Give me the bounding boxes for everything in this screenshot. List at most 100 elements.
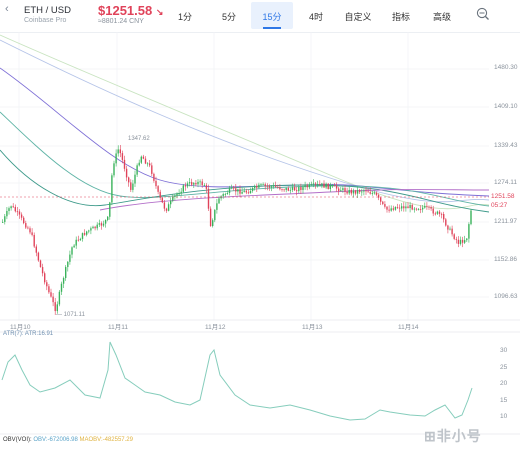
chart-grid — [0, 32, 489, 320]
chevron-left-icon[interactable]: ‹ — [5, 3, 9, 15]
candle-body — [369, 192, 371, 194]
candle-body — [184, 185, 187, 187]
obv-indicator-label: OBV(VOI): OBV:-672006.98 MAOBV:-482557.2… — [3, 437, 133, 443]
candle-body — [321, 183, 323, 185]
candle-body — [348, 189, 350, 194]
atr-tick: 15 — [500, 397, 508, 404]
maobv-value: MAOBV:-482557.29 — [79, 437, 133, 443]
candle-body — [191, 182, 193, 185]
moving-average-line — [0, 149, 490, 213]
candle-body — [48, 286, 50, 293]
candle-body — [310, 184, 313, 185]
settings-icon[interactable] — [476, 7, 490, 21]
candle-body — [344, 188, 346, 192]
tab-indicators[interactable]: 指标 — [391, 12, 410, 22]
candle-body — [367, 191, 369, 193]
candle-body — [140, 156, 142, 163]
candle-body — [438, 211, 441, 214]
candle-body — [453, 234, 455, 239]
candle-body — [417, 209, 420, 210]
current-price: $1251.58 ↘ — [98, 3, 163, 18]
current-price-label: 1251.58 — [491, 193, 515, 200]
moving-average-line — [0, 67, 490, 197]
candle-body — [163, 202, 166, 209]
price-tick: 1152.86 — [494, 256, 518, 263]
candle-body — [98, 223, 100, 225]
tab-advanced[interactable]: 高级 — [432, 12, 451, 22]
candle-body — [266, 185, 268, 187]
candle-body — [388, 209, 390, 211]
candle-body — [50, 292, 52, 297]
current-price-tag-bg — [489, 191, 520, 212]
candle-body — [422, 207, 424, 210]
price-tick: 1096.63 — [494, 293, 518, 300]
candle-body — [371, 193, 373, 194]
price-tick: 1211.97 — [494, 218, 518, 225]
candle-body — [304, 185, 306, 188]
candle-body — [52, 296, 54, 303]
tab-15m[interactable]: 15分 — [262, 12, 282, 22]
candle-body — [180, 191, 182, 194]
active-tab-highlight — [251, 2, 293, 29]
candle-body — [104, 220, 107, 224]
tab-1m[interactable]: 1分 — [177, 12, 192, 22]
candle-body — [176, 193, 178, 196]
candle-body — [317, 184, 319, 185]
candle-body — [109, 202, 111, 217]
candle-body — [251, 187, 254, 191]
candle-body — [144, 158, 147, 164]
candle-body — [186, 183, 189, 187]
pair-name[interactable]: ETH / USD — [24, 5, 71, 16]
candle-body — [235, 188, 237, 192]
candle-body — [340, 190, 342, 192]
candle-body — [262, 184, 264, 186]
candle-body — [241, 191, 243, 194]
candle-body — [79, 238, 82, 241]
candle-body — [214, 209, 216, 221]
candle-body — [396, 207, 399, 208]
candle-body — [268, 186, 271, 188]
candle-body — [291, 187, 294, 190]
candle-body — [247, 192, 250, 194]
candle-body — [136, 165, 138, 175]
tab-custom[interactable]: 自定义 — [344, 12, 372, 22]
candle-body — [426, 205, 428, 207]
candle-body — [403, 206, 405, 209]
candle-body — [323, 183, 325, 188]
tab-5m[interactable]: 5分 — [221, 12, 236, 22]
candle-body — [130, 182, 132, 190]
candle-body — [132, 183, 134, 190]
candle-body — [81, 233, 84, 239]
atr-tick: 10 — [500, 413, 508, 420]
candle-body — [434, 213, 436, 215]
candle-body — [354, 190, 357, 194]
candle-body — [407, 206, 409, 209]
candle-body — [207, 188, 210, 209]
candle-body — [159, 191, 161, 198]
candle-body — [363, 190, 365, 192]
candle-body — [60, 283, 63, 292]
candle-body — [384, 204, 386, 207]
candle-body — [270, 186, 273, 188]
candle-body — [138, 162, 140, 166]
candle-body — [436, 211, 439, 214]
candle-body — [260, 184, 262, 186]
candle-body — [33, 234, 35, 247]
tab-4h[interactable]: 4时 — [308, 12, 323, 22]
candle-body — [277, 186, 279, 188]
bar-countdown: 05:27 — [491, 202, 508, 209]
price-cny: ≈8801.24 CNY — [98, 18, 144, 25]
watermark-text: 非小号 — [436, 428, 482, 444]
candle-body — [149, 163, 151, 166]
candle-body — [182, 185, 184, 192]
candle-body — [167, 204, 170, 211]
candle-body — [10, 206, 12, 209]
candle-body — [125, 168, 128, 178]
candle-body — [327, 183, 329, 189]
candle-body — [197, 181, 199, 185]
candle-body — [470, 210, 472, 225]
candle-body — [350, 189, 352, 194]
candle-body — [157, 186, 159, 192]
